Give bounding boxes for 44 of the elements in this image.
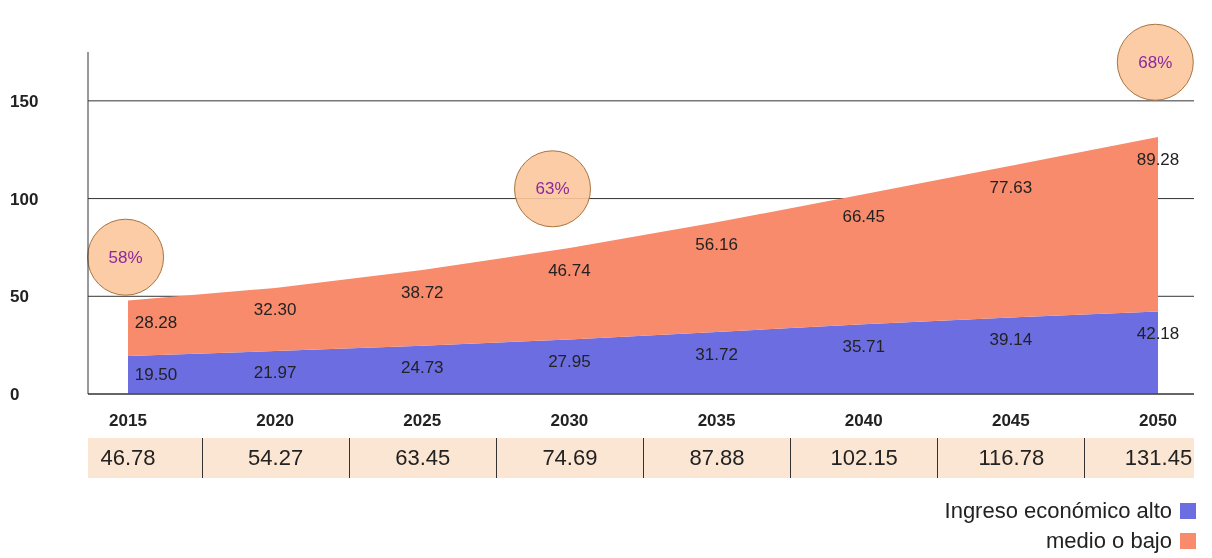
y-tick-label: 150: [10, 91, 39, 111]
text: 54.27: [201, 438, 349, 478]
data-label: 38.72: [401, 282, 444, 302]
data-label: 56.16: [695, 234, 738, 254]
legend-label: Ingreso económico alto: [944, 497, 1172, 525]
text: 131.45: [1084, 438, 1212, 478]
y-tick-label: 0: [10, 385, 20, 405]
circle-callout: 58%: [87, 218, 165, 296]
data-label: 19.50: [134, 365, 178, 385]
data-label: 27.95: [548, 351, 591, 371]
data-label: 24.73: [401, 358, 444, 378]
text: 87.88: [643, 438, 791, 478]
data-label: 77.63: [989, 178, 1033, 198]
circle-callout: 68%: [1116, 23, 1194, 101]
x-tick-label: 2020: [256, 411, 295, 431]
x-tick-label: 2040: [844, 411, 883, 431]
text: 116.78: [937, 438, 1085, 478]
data-label: 39.14: [989, 330, 1033, 350]
legend-label: medio o bajo: [1046, 527, 1172, 555]
annotation: 58%: [108, 247, 143, 267]
y-tick-label: 50: [10, 287, 29, 307]
x-tick-label: 2015: [109, 411, 147, 431]
data-label: 42.18: [1136, 324, 1180, 344]
data-label: 21.97: [253, 363, 297, 383]
x-tick-label: 2045: [991, 411, 1030, 431]
annotation: 63%: [535, 179, 570, 199]
data-label: 31.72: [695, 344, 738, 364]
data-label: 46.74: [548, 260, 591, 280]
x-tick-label: 2050: [1139, 411, 1177, 431]
data-label: 32.30: [253, 300, 297, 320]
text: 102.15: [790, 438, 938, 478]
data-label: 35.71: [842, 336, 885, 356]
y-tick-label: 100: [10, 189, 39, 209]
annotation: 68%: [1138, 52, 1173, 72]
text: 74.69: [495, 438, 643, 478]
circle-callout: 63%: [514, 150, 591, 228]
data-label: 66.45: [842, 206, 885, 226]
x-tick-label: 2035: [697, 411, 736, 431]
data-label: 28.28: [134, 313, 178, 333]
x-tick-label: 2025: [403, 411, 442, 431]
text: 46.78: [99, 444, 157, 472]
x-tick-label: 2030: [550, 411, 589, 431]
data-label: 89.28: [1136, 149, 1180, 169]
text: 63.45: [348, 438, 496, 478]
